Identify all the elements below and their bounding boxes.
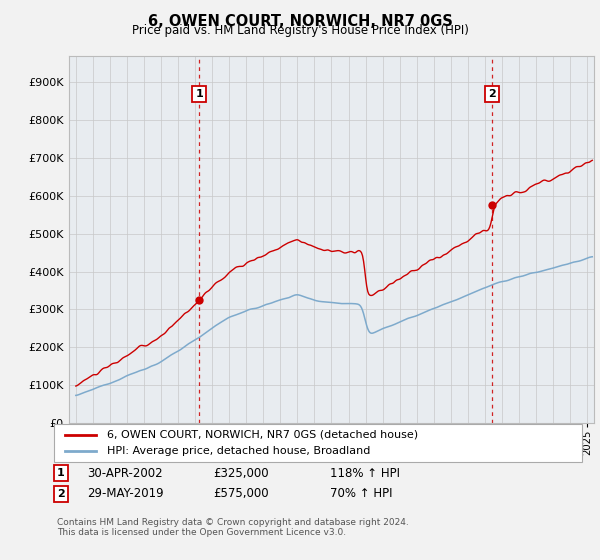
Text: £575,000: £575,000 bbox=[213, 487, 269, 501]
Text: 1: 1 bbox=[57, 468, 65, 478]
Text: 1: 1 bbox=[196, 89, 203, 99]
Text: Contains HM Land Registry data © Crown copyright and database right 2024.
This d: Contains HM Land Registry data © Crown c… bbox=[57, 518, 409, 538]
Text: 70% ↑ HPI: 70% ↑ HPI bbox=[330, 487, 392, 501]
Text: 6, OWEN COURT, NORWICH, NR7 0GS (detached house): 6, OWEN COURT, NORWICH, NR7 0GS (detache… bbox=[107, 430, 418, 440]
Text: 30-APR-2002: 30-APR-2002 bbox=[87, 466, 163, 480]
Text: 29-MAY-2019: 29-MAY-2019 bbox=[87, 487, 164, 501]
Text: HPI: Average price, detached house, Broadland: HPI: Average price, detached house, Broa… bbox=[107, 446, 370, 456]
Text: £325,000: £325,000 bbox=[213, 466, 269, 480]
Text: 2: 2 bbox=[57, 489, 65, 499]
Text: 6, OWEN COURT, NORWICH, NR7 0GS: 6, OWEN COURT, NORWICH, NR7 0GS bbox=[148, 14, 452, 29]
FancyBboxPatch shape bbox=[54, 424, 582, 462]
Text: 2: 2 bbox=[488, 89, 496, 99]
Text: 118% ↑ HPI: 118% ↑ HPI bbox=[330, 466, 400, 480]
Text: Price paid vs. HM Land Registry's House Price Index (HPI): Price paid vs. HM Land Registry's House … bbox=[131, 24, 469, 37]
